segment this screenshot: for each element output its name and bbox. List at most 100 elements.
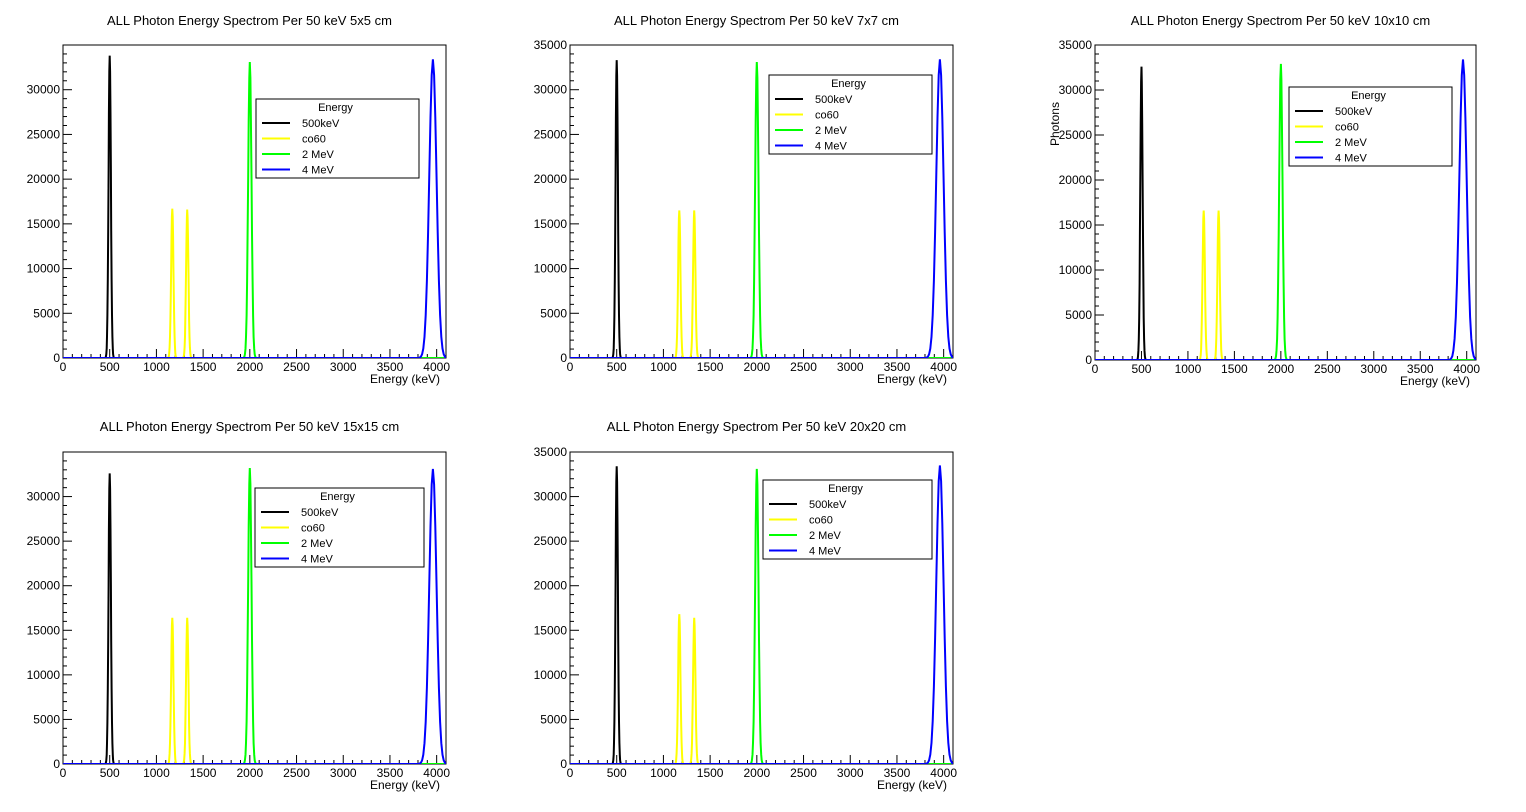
x-tick-label: 3500 xyxy=(884,360,911,374)
x-tick-label: 2000 xyxy=(743,766,770,780)
x-tick-label: 2500 xyxy=(790,766,817,780)
series-line-4-mev xyxy=(570,59,953,358)
y-tick-label: 25000 xyxy=(27,127,61,141)
y-tick-label: 0 xyxy=(560,351,567,365)
x-tick-label: 2500 xyxy=(1314,362,1341,376)
y-tick-label: 5000 xyxy=(1065,308,1092,322)
x-tick-label: 4000 xyxy=(930,766,957,780)
legend-entry: 2 MeV xyxy=(302,149,334,161)
x-tick-label: 3000 xyxy=(330,360,357,374)
y-tick-label: 35000 xyxy=(534,445,568,459)
x-tick-label: 3000 xyxy=(1360,362,1387,376)
series-line-4-mev xyxy=(63,59,446,358)
legend-entry: co60 xyxy=(302,134,326,146)
series-line-500kev xyxy=(63,473,446,764)
x-tick-label: 3000 xyxy=(837,360,864,374)
y-tick-label: 0 xyxy=(560,757,567,771)
series-line-500kev xyxy=(63,55,446,358)
x-tick-label: 2000 xyxy=(1268,362,1295,376)
legend: Energy 500keV co60 2 MeV 4 MeV xyxy=(768,74,933,155)
series-line-co60 xyxy=(1095,210,1476,360)
y-tick-label: 35000 xyxy=(534,38,568,52)
legend-entry: 4 MeV xyxy=(302,165,334,177)
x-tick-label: 1000 xyxy=(650,360,677,374)
x-tick-label: 3500 xyxy=(1407,362,1434,376)
y-tick-label: 35000 xyxy=(1059,38,1093,52)
chart-title: ALL Photon Energy Spectrom Per 50 keV 7x… xyxy=(614,13,899,28)
chart-title: ALL Photon Energy Spectrom Per 50 keV 10… xyxy=(1131,13,1430,28)
legend-entry: 500keV xyxy=(302,118,340,130)
y-tick-label: 20000 xyxy=(27,172,61,186)
chart-title: ALL Photon Energy Spectrom Per 50 keV 15… xyxy=(100,419,399,434)
legend-entry: 4 MeV xyxy=(1335,153,1367,165)
x-tick-label: 2000 xyxy=(743,360,770,374)
chart-panel-4: ALL Photon Energy Spectrom Per 50 keV 15… xyxy=(27,419,451,792)
legend-entry: co60 xyxy=(1335,122,1359,134)
x-tick-label: 2500 xyxy=(790,360,817,374)
chart-title: ALL Photon Energy Spectrom Per 50 keV 20… xyxy=(607,419,906,434)
y-tick-label: 20000 xyxy=(27,579,61,593)
legend-entry: 500keV xyxy=(815,94,853,106)
y-tick-label: 5000 xyxy=(33,306,60,320)
x-tick-label: 4000 xyxy=(1453,362,1480,376)
series-line-2-mev xyxy=(570,468,953,764)
series-line-500kev xyxy=(570,60,953,358)
y-tick-label: 0 xyxy=(53,351,60,365)
series-line-4-mev xyxy=(570,465,953,764)
y-tick-label: 25000 xyxy=(1059,128,1093,142)
x-tick-label: 2500 xyxy=(283,766,310,780)
y-tick-label: 10000 xyxy=(534,262,568,276)
legend-entry: co60 xyxy=(815,110,839,122)
y-axis-label: Photons xyxy=(1048,102,1062,146)
legend: Energy 500keV co60 2 MeV 4 MeV xyxy=(255,98,420,179)
y-tick-label: 30000 xyxy=(1059,83,1093,97)
legend: Energy 500keV co60 2 MeV 4 MeV xyxy=(762,479,933,560)
legend-title: Energy xyxy=(320,491,355,503)
legend: Energy 500keV co60 2 MeV 4 MeV xyxy=(254,487,425,568)
x-tick-label: 1500 xyxy=(1221,362,1248,376)
legend-entry: 500keV xyxy=(301,507,339,519)
x-tick-label: 1000 xyxy=(143,766,170,780)
legend-title: Energy xyxy=(318,102,353,114)
legend-title: Energy xyxy=(1351,90,1386,102)
legend-entry: 2 MeV xyxy=(301,538,333,550)
x-tick-label: 4000 xyxy=(423,766,450,780)
y-tick-label: 30000 xyxy=(534,490,568,504)
x-tick-label: 3500 xyxy=(377,766,404,780)
x-tick-label: 500 xyxy=(607,360,627,374)
y-tick-label: 25000 xyxy=(534,534,568,548)
x-tick-label: 0 xyxy=(60,766,67,780)
x-tick-label: 2500 xyxy=(283,360,310,374)
legend-entry: 2 MeV xyxy=(815,125,847,137)
y-tick-label: 30000 xyxy=(27,490,61,504)
legend-entry: 2 MeV xyxy=(1335,137,1367,149)
x-tick-label: 3000 xyxy=(837,766,864,780)
x-tick-label: 0 xyxy=(567,360,574,374)
x-tick-label: 500 xyxy=(100,360,120,374)
y-tick-label: 15000 xyxy=(534,217,568,231)
x-tick-label: 500 xyxy=(100,766,120,780)
legend-entry: 4 MeV xyxy=(301,554,333,566)
x-tick-label: 3000 xyxy=(330,766,357,780)
chart-panel-1: ALL Photon Energy Spectrom Per 50 keV 5x… xyxy=(27,13,451,386)
x-tick-label: 1500 xyxy=(190,766,217,780)
x-tick-label: 4000 xyxy=(930,360,957,374)
x-tick-label: 1000 xyxy=(1175,362,1202,376)
chart-panel-3: ALL Photon Energy Spectrom Per 50 keV 10… xyxy=(1048,13,1480,388)
y-tick-label: 10000 xyxy=(27,668,61,682)
y-tick-label: 0 xyxy=(1085,353,1092,367)
series-line-4-mev xyxy=(63,468,446,764)
chart-title: ALL Photon Energy Spectrom Per 50 keV 5x… xyxy=(107,13,392,28)
legend-title: Energy xyxy=(828,483,863,495)
series-line-co60 xyxy=(63,617,446,764)
series-line-2-mev xyxy=(1095,63,1476,360)
x-tick-label: 0 xyxy=(1092,362,1099,376)
y-tick-label: 30000 xyxy=(534,83,568,97)
y-tick-label: 25000 xyxy=(534,127,568,141)
chart-panel-5: ALL Photon Energy Spectrom Per 50 keV 20… xyxy=(534,419,958,792)
x-tick-label: 0 xyxy=(60,360,67,374)
y-tick-label: 15000 xyxy=(27,217,61,231)
x-tick-label: 500 xyxy=(607,766,627,780)
x-tick-label: 1500 xyxy=(697,360,724,374)
y-tick-label: 15000 xyxy=(534,623,568,637)
